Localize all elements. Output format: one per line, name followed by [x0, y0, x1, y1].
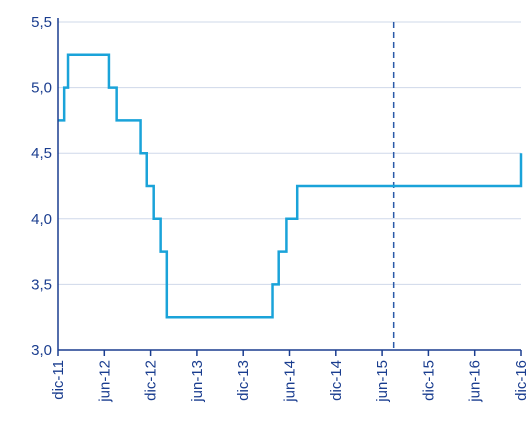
x-tick-labels: dic-11 jun-12 dic-12 jun-13 dic-13 jun-14 dic-…	[50, 360, 530, 403]
x-tick-label: jun-13	[189, 360, 206, 403]
x-tick-label: jun-16	[467, 360, 484, 403]
series-line	[58, 53, 523, 319]
x-tick-label: jun-15	[374, 360, 391, 403]
x-tick-label: dic-13	[235, 360, 252, 401]
grid-lines	[58, 21, 521, 285]
y-tick-label: 3,5	[31, 276, 52, 293]
y-tick-labels: 3,0 3,5 4,0 4,5 5,0 5,5	[31, 14, 52, 359]
y-tick-label: 4,0	[31, 211, 52, 228]
x-tick-label: dic-12	[143, 360, 160, 401]
x-tick-label: dic-11	[50, 360, 67, 400]
x-tick-label: dic-15	[420, 360, 437, 401]
series-layer	[58, 53, 523, 319]
x-tick-label: dic-14	[328, 360, 345, 401]
y-tick-label: 4,5	[31, 145, 52, 162]
x-tick-label: jun-12	[96, 360, 113, 403]
y-tick-label: 3,0	[31, 342, 52, 359]
x-tick-label: jun-14	[282, 360, 299, 403]
x-tick-label: dic-16	[513, 360, 530, 401]
axes	[57, 18, 522, 356]
y-tick-label: 5,5	[31, 14, 52, 31]
y-tick-label: 5,0	[31, 80, 52, 97]
